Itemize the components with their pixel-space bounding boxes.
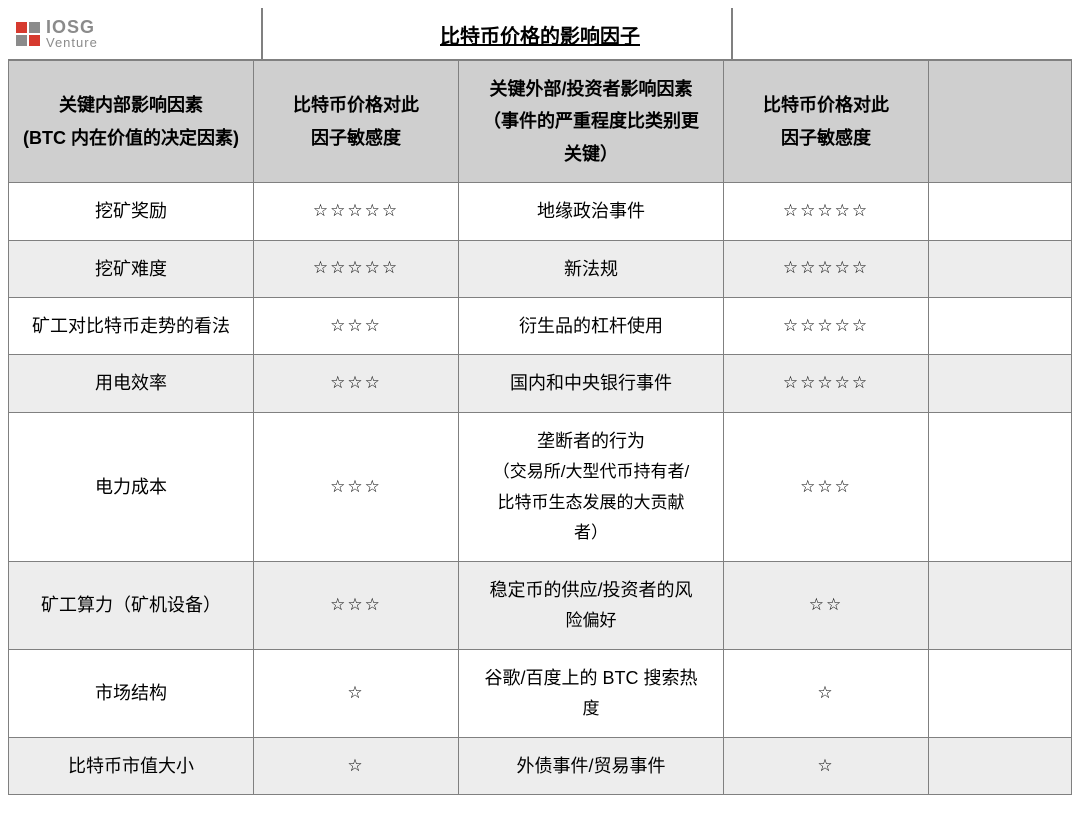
table-row: 市场结构☆谷歌/百度上的 BTC 搜索热度☆ bbox=[9, 649, 1072, 737]
table-row: 挖矿奖励☆☆☆☆☆地缘政治事件☆☆☆☆☆ bbox=[9, 183, 1072, 240]
cell-internal-factor: 电力成本 bbox=[9, 412, 254, 561]
cell-blank bbox=[929, 355, 1072, 412]
cell-external-factor: 衍生品的杠杆使用 bbox=[459, 297, 724, 354]
cell-blank bbox=[929, 297, 1072, 354]
logo: IOSG Venture bbox=[16, 18, 98, 49]
cell-internal-stars: ☆☆☆ bbox=[254, 297, 459, 354]
cell-internal-stars: ☆ bbox=[254, 737, 459, 794]
cell-internal-stars: ☆☆☆ bbox=[254, 355, 459, 412]
header-text: 关键外部/投资者影响因素 bbox=[467, 73, 715, 105]
cell-internal-factor: 市场结构 bbox=[9, 649, 254, 737]
cell-internal-factor: 矿工算力（矿机设备） bbox=[9, 561, 254, 649]
cell-external-factor: 垄断者的行为（交易所/大型代币持有者/比特币生态发展的大贡献者） bbox=[459, 412, 724, 561]
title-bar: IOSG Venture 比特币价格的影响因子 bbox=[8, 8, 1072, 60]
logo-text: IOSG Venture bbox=[46, 18, 98, 49]
header-text: 关键） bbox=[467, 138, 715, 170]
page: IOSG Venture 比特币价格的影响因子 关键内部影响因素 (BTC 内在… bbox=[0, 0, 1080, 829]
cell-external-factor: 外债事件/贸易事件 bbox=[459, 737, 724, 794]
logo-line2: Venture bbox=[46, 36, 98, 49]
table-row: 用电效率☆☆☆国内和中央银行事件☆☆☆☆☆ bbox=[9, 355, 1072, 412]
cell-blank bbox=[929, 412, 1072, 561]
header-internal-factors: 关键内部影响因素 (BTC 内在价值的决定因素) bbox=[9, 61, 254, 183]
cell-external-factor: 稳定币的供应/投资者的风险偏好 bbox=[459, 561, 724, 649]
header-text: 因子敏感度 bbox=[262, 122, 450, 154]
table-row: 挖矿难度☆☆☆☆☆新法规☆☆☆☆☆ bbox=[9, 240, 1072, 297]
cell-blank bbox=[929, 561, 1072, 649]
cell-blank bbox=[929, 183, 1072, 240]
header-text: 因子敏感度 bbox=[732, 122, 920, 154]
header-text: 比特币价格对此 bbox=[262, 89, 450, 121]
cell-internal-factor: 矿工对比特币走势的看法 bbox=[9, 297, 254, 354]
header-internal-sensitivity: 比特币价格对此 因子敏感度 bbox=[254, 61, 459, 183]
header-text: 比特币价格对此 bbox=[732, 89, 920, 121]
header-external-factors: 关键外部/投资者影响因素 （事件的严重程度比类别更 关键） bbox=[459, 61, 724, 183]
cell-external-stars: ☆ bbox=[724, 649, 929, 737]
cell-internal-stars: ☆☆☆☆☆ bbox=[254, 240, 459, 297]
cell-external-stars: ☆☆ bbox=[724, 561, 929, 649]
logo-line1: IOSG bbox=[46, 18, 98, 36]
page-title: 比特币价格的影响因子 bbox=[8, 20, 1072, 49]
cell-internal-factor: 比特币市值大小 bbox=[9, 737, 254, 794]
cell-internal-stars: ☆☆☆ bbox=[254, 561, 459, 649]
header-text: 关键内部影响因素 bbox=[17, 89, 245, 121]
cell-internal-factor: 挖矿难度 bbox=[9, 240, 254, 297]
cell-external-factor: 国内和中央银行事件 bbox=[459, 355, 724, 412]
cell-external-stars: ☆☆☆ bbox=[724, 412, 929, 561]
table-body: 挖矿奖励☆☆☆☆☆地缘政治事件☆☆☆☆☆挖矿难度☆☆☆☆☆新法规☆☆☆☆☆矿工对… bbox=[9, 183, 1072, 795]
cell-internal-stars: ☆☆☆☆☆ bbox=[254, 183, 459, 240]
cell-blank bbox=[929, 737, 1072, 794]
table-header-row: 关键内部影响因素 (BTC 内在价值的决定因素) 比特币价格对此 因子敏感度 关… bbox=[9, 61, 1072, 183]
cell-external-stars: ☆ bbox=[724, 737, 929, 794]
cell-external-factor: 新法规 bbox=[459, 240, 724, 297]
cell-internal-factor: 用电效率 bbox=[9, 355, 254, 412]
header-text: (BTC 内在价值的决定因素) bbox=[17, 122, 245, 154]
title-divider-left bbox=[261, 8, 263, 59]
cell-external-stars: ☆☆☆☆☆ bbox=[724, 240, 929, 297]
cell-internal-stars: ☆ bbox=[254, 649, 459, 737]
table-row: 比特币市值大小☆外债事件/贸易事件☆ bbox=[9, 737, 1072, 794]
header-external-sensitivity: 比特币价格对此 因子敏感度 bbox=[724, 61, 929, 183]
cell-internal-factor: 挖矿奖励 bbox=[9, 183, 254, 240]
table-row: 电力成本☆☆☆垄断者的行为（交易所/大型代币持有者/比特币生态发展的大贡献者）☆… bbox=[9, 412, 1072, 561]
header-text: （事件的严重程度比类别更 bbox=[467, 105, 715, 137]
cell-internal-stars: ☆☆☆ bbox=[254, 412, 459, 561]
title-divider-right bbox=[731, 8, 733, 59]
cell-external-stars: ☆☆☆☆☆ bbox=[724, 183, 929, 240]
table-row: 矿工对比特币走势的看法☆☆☆衍生品的杠杆使用☆☆☆☆☆ bbox=[9, 297, 1072, 354]
cell-blank bbox=[929, 240, 1072, 297]
cell-external-factor: 地缘政治事件 bbox=[459, 183, 724, 240]
cell-external-stars: ☆☆☆☆☆ bbox=[724, 355, 929, 412]
table-row: 矿工算力（矿机设备）☆☆☆稳定币的供应/投资者的风险偏好☆☆ bbox=[9, 561, 1072, 649]
header-blank bbox=[929, 61, 1072, 183]
cell-external-factor: 谷歌/百度上的 BTC 搜索热度 bbox=[459, 649, 724, 737]
factors-table: 关键内部影响因素 (BTC 内在价值的决定因素) 比特币价格对此 因子敏感度 关… bbox=[8, 60, 1072, 795]
logo-mark-icon bbox=[16, 22, 40, 46]
cell-external-stars: ☆☆☆☆☆ bbox=[724, 297, 929, 354]
cell-blank bbox=[929, 649, 1072, 737]
